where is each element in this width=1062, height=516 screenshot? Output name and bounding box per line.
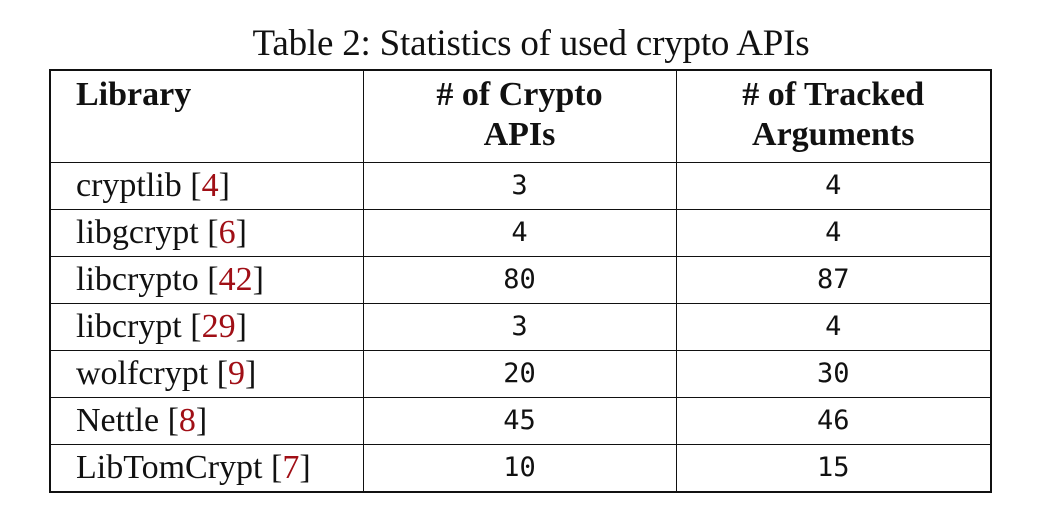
table-caption: Table 2: Statistics of used crypto APIs <box>252 23 810 64</box>
crypto-apis-cell: 4 <box>362 209 677 257</box>
crypto-apis-cell: 45 <box>362 397 677 445</box>
citation-link[interactable]: 9 <box>228 355 246 392</box>
table-row: libcrypto [42] 80 87 <box>49 256 992 304</box>
library-name: cryptlib <box>76 167 182 204</box>
table-row: libgcrypt [6] 4 4 <box>49 209 992 257</box>
header-tracked-arguments-line2: Arguments <box>752 116 915 153</box>
tracked-arguments-cell: 87 <box>675 256 992 304</box>
crypto-apis-cell: 3 <box>362 162 677 210</box>
header-crypto-apis-line1: # of Crypto <box>436 76 603 113</box>
library-cell: wolfcrypt [9] <box>49 350 364 398</box>
citation-link[interactable]: 6 <box>218 214 236 251</box>
library-cell: libcrypt [29] <box>49 303 364 351</box>
crypto-apis-cell: 10 <box>362 444 677 493</box>
library-name: libcrypto <box>76 261 199 298</box>
header-library-line1: Library <box>76 76 192 113</box>
crypto-apis-cell: 3 <box>362 303 677 351</box>
library-name: libcrypt <box>76 308 182 345</box>
tracked-arguments-cell: 4 <box>675 162 992 210</box>
header-crypto-apis-line2: APIs <box>483 116 556 153</box>
crypto-api-statistics-table: Library # of Crypto APIs # of Tracked Ar… <box>49 69 992 493</box>
header-library: Library <box>49 69 364 163</box>
table-header-row: Library # of Crypto APIs # of Tracked Ar… <box>49 69 992 163</box>
citation-link[interactable]: 7 <box>282 449 300 486</box>
citation-link[interactable]: 8 <box>178 402 196 439</box>
tracked-arguments-cell: 15 <box>675 444 992 493</box>
library-name: libgcrypt <box>76 214 199 251</box>
header-tracked-arguments-line1: # of Tracked <box>742 76 925 113</box>
library-cell: libcrypto [42] <box>49 256 364 304</box>
library-name: Nettle <box>76 402 160 439</box>
header-tracked-arguments: # of Tracked Arguments <box>675 69 992 163</box>
crypto-apis-cell: 80 <box>362 256 677 304</box>
citation-link[interactable]: 29 <box>201 308 236 345</box>
tracked-arguments-cell: 4 <box>675 303 992 351</box>
table-row: wolfcrypt [9] 20 30 <box>49 350 992 398</box>
citation-link[interactable]: 4 <box>201 167 219 204</box>
tracked-arguments-cell: 30 <box>675 350 992 398</box>
table-row: LibTomCrypt [7] 10 15 <box>49 444 992 493</box>
library-name: wolfcrypt <box>76 355 209 392</box>
table-row: libcrypt [29] 3 4 <box>49 303 992 351</box>
crypto-apis-cell: 20 <box>362 350 677 398</box>
table-row: cryptlib [4] 3 4 <box>49 162 992 210</box>
library-cell: Nettle [8] <box>49 397 364 445</box>
library-name: LibTomCrypt <box>76 449 263 486</box>
library-cell: LibTomCrypt [7] <box>49 444 364 493</box>
library-cell: libgcrypt [6] <box>49 209 364 257</box>
header-crypto-apis: # of Crypto APIs <box>362 69 677 163</box>
table-row: Nettle [8] 45 46 <box>49 397 992 445</box>
citation-link[interactable]: 42 <box>218 261 253 298</box>
tracked-arguments-cell: 4 <box>675 209 992 257</box>
tracked-arguments-cell: 46 <box>675 397 992 445</box>
library-cell: cryptlib [4] <box>49 162 364 210</box>
